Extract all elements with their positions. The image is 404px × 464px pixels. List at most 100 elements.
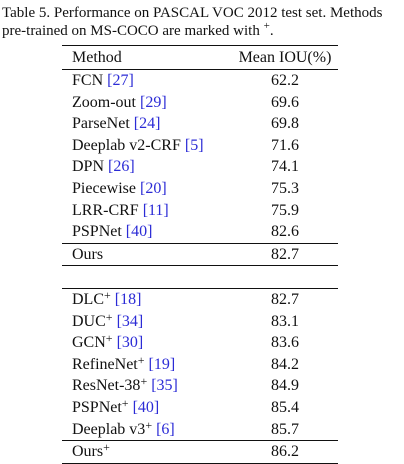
method-name: LRR-CRF: [72, 201, 139, 219]
iou-cell: 75.3: [271, 179, 299, 197]
method-cell: DPN [26]: [62, 156, 232, 178]
coco-marker: +: [103, 440, 110, 455]
citation-link[interactable]: [30]: [116, 334, 144, 352]
iou-cell: 62.2: [271, 72, 299, 89]
method-name: PSPNet: [72, 223, 122, 241]
method-name: Piecewise: [72, 179, 136, 197]
citation-link[interactable]: [20]: [139, 179, 167, 197]
citation-link[interactable]: [19]: [148, 355, 176, 373]
caption-marker: +: [263, 20, 270, 32]
table-row: DPN [26] 74.1: [62, 156, 338, 178]
method-cell: PSPNet [40]: [62, 221, 232, 243]
method-name: ParseNet: [72, 115, 130, 133]
method-cell: FCN [27]: [62, 70, 232, 92]
header-method: Method: [72, 49, 122, 66]
caption-line-2: pre-trained on MS-COCO are marked with: [2, 23, 260, 39]
table-row: Piecewise [20] 75.3: [62, 178, 338, 200]
table-row: FCN [27] 62.2: [62, 69, 338, 92]
table-row: Deeplab v3+ [6] 85.7: [62, 419, 338, 441]
method-cell: GCN+ [30]: [62, 332, 232, 354]
method-cell: ResNet-38+ [35]: [62, 375, 232, 397]
group-separator: [62, 265, 338, 289]
method-cell: Deeplab v2-CRF [5]: [62, 135, 232, 157]
table-row: PSPNet+ [40] 85.4: [62, 397, 338, 419]
method-name: Deeplab v3: [72, 420, 146, 438]
coco-marker: +: [104, 287, 111, 302]
table-row: Deeplab v2-CRF [5] 71.6: [62, 135, 338, 157]
citation-link[interactable]: [34]: [116, 312, 144, 330]
iou-cell: 74.1: [271, 158, 299, 176]
method-cell: DUC+ [34]: [62, 311, 232, 333]
citation-link[interactable]: [40]: [125, 223, 153, 241]
table-row: PSPNet [40] 82.6: [62, 221, 338, 243]
iou-cell: 82.6: [271, 223, 299, 241]
iou-cell: 84.2: [271, 355, 299, 373]
method-cell: ParseNet [24]: [62, 113, 232, 135]
iou-cell: 75.9: [271, 201, 299, 219]
table-row: LRR-CRF [11] 75.9: [62, 200, 338, 222]
table-row: RefineNet+ [19] 84.2: [62, 354, 338, 376]
iou-cell: 69.8: [271, 115, 299, 133]
table-caption: Table 5. Performance on PASCAL VOC 2012 …: [2, 4, 402, 40]
results-table: Method Mean IOU(%) FCN [27] 62.2 Zoom-ou…: [62, 45, 338, 464]
coco-marker: +: [105, 331, 113, 346]
table-row: Zoom-out [29] 69.6: [62, 92, 338, 114]
citation-link[interactable]: [6]: [156, 420, 175, 438]
method-cell: PSPNet+ [40]: [62, 397, 232, 419]
method-name: DUC: [72, 312, 106, 330]
method-name: Zoom-out: [72, 93, 136, 111]
method-cell: Zoom-out [29]: [62, 92, 232, 114]
method-name: ResNet-38: [72, 377, 141, 395]
iou-cell-best: 82.7: [271, 245, 299, 263]
coco-marker: +: [105, 309, 113, 324]
method-name: FCN: [72, 72, 104, 89]
table-row: ResNet-38+ [35] 84.9: [62, 375, 338, 397]
coco-marker: +: [140, 374, 148, 389]
table-row: DLC+ [18] 82.7: [62, 288, 338, 310]
iou-cell-best: 86.2: [232, 440, 338, 464]
method-cell: Ours+: [62, 440, 232, 464]
iou-cell: 84.9: [271, 377, 299, 395]
citation-link[interactable]: [24]: [133, 115, 161, 133]
method-name: GCN: [72, 334, 106, 352]
table-row: ParseNet [24] 69.8: [62, 113, 338, 135]
iou-cell: 83.1: [271, 312, 299, 330]
method-cell: Piecewise [20]: [62, 178, 232, 200]
method-cell: RefineNet+ [19]: [62, 354, 232, 376]
table-row: DUC+ [34] 83.1: [62, 311, 338, 333]
citation-link[interactable]: [18]: [114, 290, 142, 308]
ours-row: Ours 82.7: [62, 243, 338, 266]
iou-cell: 85.4: [271, 398, 299, 416]
citation-link[interactable]: [40]: [132, 398, 160, 416]
iou-cell: 85.7: [271, 420, 299, 438]
citation-link[interactable]: [5]: [184, 136, 204, 154]
iou-cell: 83.6: [271, 334, 299, 352]
iou-cell: 69.6: [271, 93, 299, 111]
citation-link[interactable]: [35]: [151, 377, 178, 395]
method-name: Ours: [72, 245, 104, 263]
method-name: DPN: [72, 158, 105, 176]
citation-link[interactable]: [27]: [107, 72, 134, 89]
coco-marker: +: [121, 395, 129, 410]
citation-link[interactable]: [11]: [142, 201, 169, 219]
ours-row: Ours+ 86.2: [62, 440, 338, 464]
method-name: PSPNet: [72, 398, 122, 416]
caption-period: .: [269, 23, 274, 39]
coco-marker: +: [145, 417, 153, 432]
table-row: GCN+ [30] 83.6: [62, 332, 338, 354]
header-iou: Mean IOU(%): [238, 49, 332, 66]
iou-cell: 71.6: [271, 136, 299, 154]
header-row: Method Mean IOU(%): [62, 45, 338, 70]
citation-link[interactable]: [29]: [140, 93, 167, 111]
coco-marker: +: [137, 352, 145, 367]
method-cell: LRR-CRF [11]: [62, 200, 232, 222]
method-name: Deeplab v2-CRF: [72, 136, 181, 154]
method-name: DLC: [72, 290, 104, 308]
iou-cell: 82.7: [271, 290, 299, 308]
method-name: RefineNet: [72, 355, 138, 373]
citation-link[interactable]: [26]: [108, 158, 135, 176]
method-cell: DLC+ [18]: [62, 288, 232, 310]
method-cell: Deeplab v3+ [6]: [62, 419, 232, 441]
caption-line-1: Table 5. Performance on PASCAL VOC 2012 …: [2, 5, 383, 21]
method-name: Ours: [72, 443, 104, 461]
